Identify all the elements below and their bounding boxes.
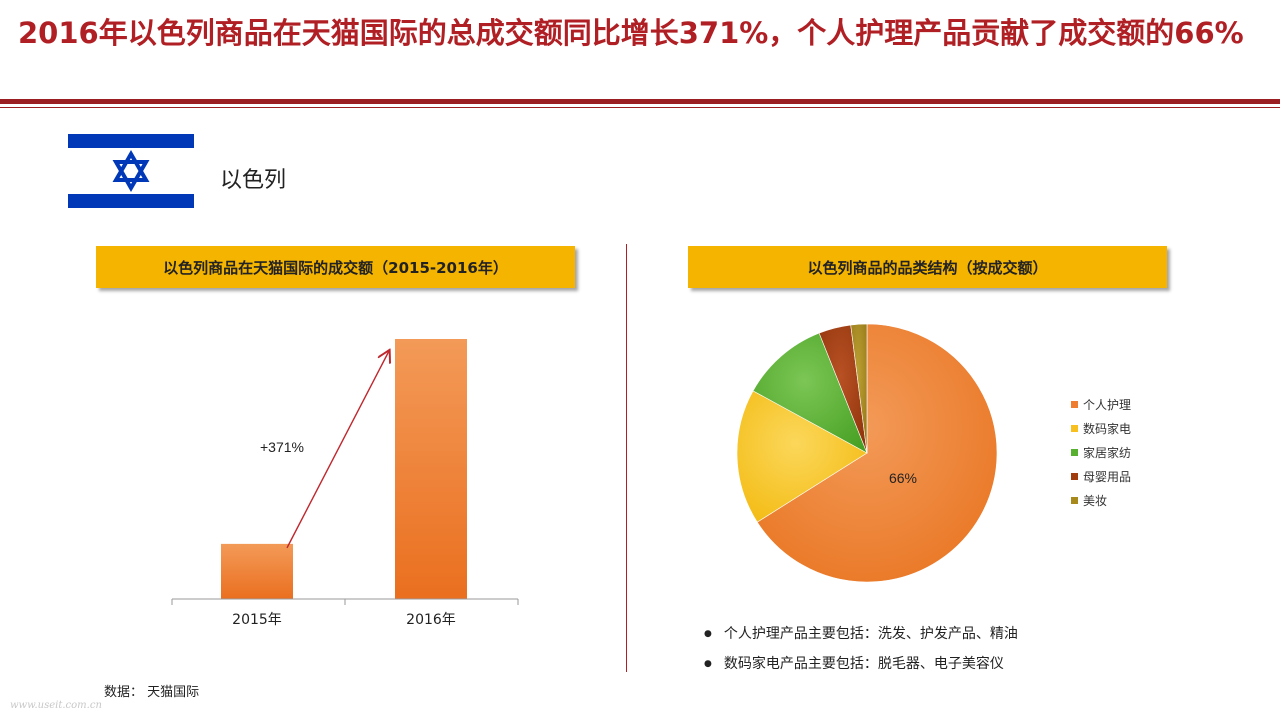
israel-flag-icon [68, 132, 194, 214]
watermark: www.useit.com.cn [10, 700, 102, 711]
legend-label: 美妆 [1083, 494, 1107, 508]
legend-swatch [1071, 425, 1078, 432]
legend-swatch [1071, 473, 1078, 480]
legend-swatch [1071, 497, 1078, 504]
pie-slice-个人护理 [756, 323, 998, 583]
legend-label: 母婴用品 [1083, 470, 1131, 484]
legend-label: 数码家电 [1083, 421, 1131, 436]
x-tick-label-2016: 2016年 [406, 612, 456, 628]
note-item-personal-care: 个人护理产品主要包括：洗发、护发产品、精油 [704, 620, 1018, 650]
page-title: 2016年以色列商品在天猫国际的总成交额同比增长371%，个人护理产品贡献了成交… [18, 16, 1244, 50]
bar-chart: +371% 2015年 2016年 [171, 339, 519, 628]
title-rule-thick [0, 99, 1280, 104]
pie-chart-title: 以色列商品的品类结构（按成交额） [688, 246, 1167, 288]
column-divider [626, 244, 627, 672]
title-rule-thin [0, 107, 1280, 108]
bar-chart-title: 以色列商品在天猫国际的成交额（2015-2016年） [96, 246, 575, 288]
pie-slice-数码家电 [736, 390, 868, 523]
growth-annotation: +371% [260, 439, 304, 455]
pie-slice-美妆 [850, 323, 868, 454]
legend-swatch [1071, 401, 1078, 408]
category-notes: 个人护理产品主要包括：洗发、护发产品、精油 数码家电产品主要包括：脱毛器、电子美… [704, 620, 1018, 680]
pie-slice-家居家纺 [752, 332, 868, 454]
legend-swatch [1071, 449, 1078, 456]
growth-arrow [286, 351, 389, 549]
note-item-digital: 数码家电产品主要包括：脱毛器、电子美容仪 [704, 650, 1018, 680]
bar-2016年 [395, 339, 467, 599]
bar-2015年 [221, 543, 293, 599]
legend-label: 家居家纺 [1083, 445, 1131, 460]
pie-data-label: 66% [889, 470, 917, 486]
x-tick-label-2015: 2015年 [232, 612, 282, 628]
legend-label: 个人护理 [1083, 398, 1131, 412]
data-source: 数据： 天猫国际 [104, 685, 200, 700]
country-label: 以色列 [220, 168, 287, 193]
